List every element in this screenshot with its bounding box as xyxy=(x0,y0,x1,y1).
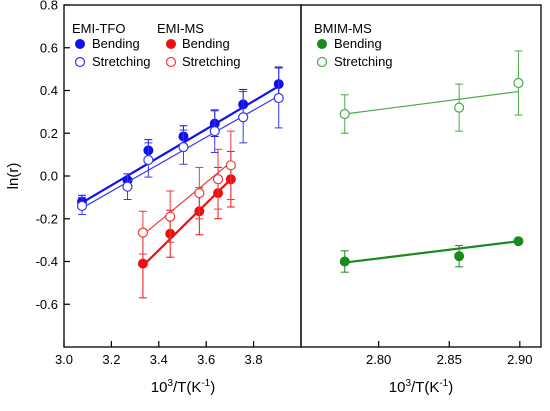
x-axis-title-part: ) xyxy=(210,379,215,396)
x-tick-label: 3.6 xyxy=(197,352,215,367)
x-axis-title: 103/T(K-1) xyxy=(389,378,454,396)
y-tick-label: -0.6 xyxy=(36,297,58,312)
legend-marker xyxy=(75,39,85,49)
legend-label: Stretching xyxy=(92,54,151,69)
y-tick-label: -0.2 xyxy=(36,211,58,226)
x-tick-label: 3.8 xyxy=(245,352,263,367)
legend-group-title: EMI-MS xyxy=(157,21,204,36)
x-tick-label: 3.4 xyxy=(150,352,168,367)
data-point xyxy=(339,108,350,120)
x-axis-title-part: /T(K xyxy=(411,379,439,396)
series-emi-ms-stretching xyxy=(137,130,236,255)
legend-marker xyxy=(166,39,176,49)
x-axis-title-part: 10 xyxy=(151,379,168,396)
x-axis-title-part: -1 xyxy=(201,378,210,389)
y-tick-label: 0.0 xyxy=(40,169,58,184)
legend-label: Bending xyxy=(92,36,140,51)
x-axis-title-part: -1 xyxy=(439,378,448,389)
data-point xyxy=(194,188,205,199)
data-point xyxy=(178,142,189,153)
data-point xyxy=(76,200,88,212)
x-axis-title-part: 3 xyxy=(405,378,411,389)
data-point xyxy=(513,77,524,89)
series-bmim-ms-stretching xyxy=(339,50,524,134)
x-tick-label: 2.90 xyxy=(507,352,532,367)
series-emi-tfo-stretching xyxy=(76,67,284,215)
x-tick-label: 2.80 xyxy=(366,352,391,367)
panel-frame xyxy=(300,4,542,348)
legend-marker xyxy=(316,56,328,68)
legend-marker xyxy=(317,39,327,49)
series-bmim-ms-bending xyxy=(339,236,524,273)
y-axis-title: ln(r) xyxy=(5,163,22,190)
x-axis-title-part: /T(K xyxy=(173,379,201,396)
series-emi-tfo-bending xyxy=(77,66,284,209)
x-axis-title: 103/T(K-1) xyxy=(151,378,216,396)
x-tick-label: 3.2 xyxy=(102,352,120,367)
data-point xyxy=(513,236,524,247)
legend-label: Stretching xyxy=(182,54,241,69)
data-point xyxy=(209,126,220,137)
data-point xyxy=(165,211,176,222)
data-point xyxy=(122,181,133,192)
x-axis-title-part: ) xyxy=(448,379,453,396)
series-emi-ms-bending xyxy=(137,150,236,299)
y-tick-label: 0.4 xyxy=(40,83,58,98)
x-axis-title-part: 10 xyxy=(389,379,406,396)
fit-line xyxy=(344,90,519,115)
fit-line xyxy=(81,95,280,209)
legend-label: Stretching xyxy=(334,54,393,69)
data-point xyxy=(454,251,465,262)
legend-label: Bending xyxy=(182,36,230,51)
fit-line xyxy=(142,161,232,236)
legend-group-title: EMI-TFO xyxy=(72,21,125,36)
data-point xyxy=(137,258,148,269)
data-point xyxy=(238,112,249,123)
fit-line xyxy=(344,240,519,264)
y-tick-label: 0.2 xyxy=(40,126,58,141)
x-tick-label: 3.0 xyxy=(55,352,73,367)
legend-marker xyxy=(74,56,86,68)
y-tick-label: -0.4 xyxy=(36,254,58,269)
legend-marker xyxy=(165,56,177,68)
panel-right: 2.80 2.85 2.90 xyxy=(300,4,542,367)
x-axis-title-part: 3 xyxy=(167,378,173,389)
y-tick-label: 0.6 xyxy=(40,40,58,55)
x-tick-label: 2.85 xyxy=(437,352,462,367)
data-point xyxy=(454,102,465,113)
panel-left: 3.0 3.2 3.4 3.6 3.8 -0.6 -0.4 -0.2 0.0 0.2 0.4 0.6 0… xyxy=(36,0,302,367)
data-point xyxy=(143,154,154,166)
data-point xyxy=(273,92,284,104)
data-point xyxy=(137,227,149,238)
y-tick-label: 0.8 xyxy=(40,0,58,13)
data-point xyxy=(212,174,224,185)
legend-label: Bending xyxy=(334,36,382,51)
data-point xyxy=(339,256,350,267)
data-point xyxy=(225,160,236,171)
legend-group-title: BMIM-MS xyxy=(314,21,372,36)
